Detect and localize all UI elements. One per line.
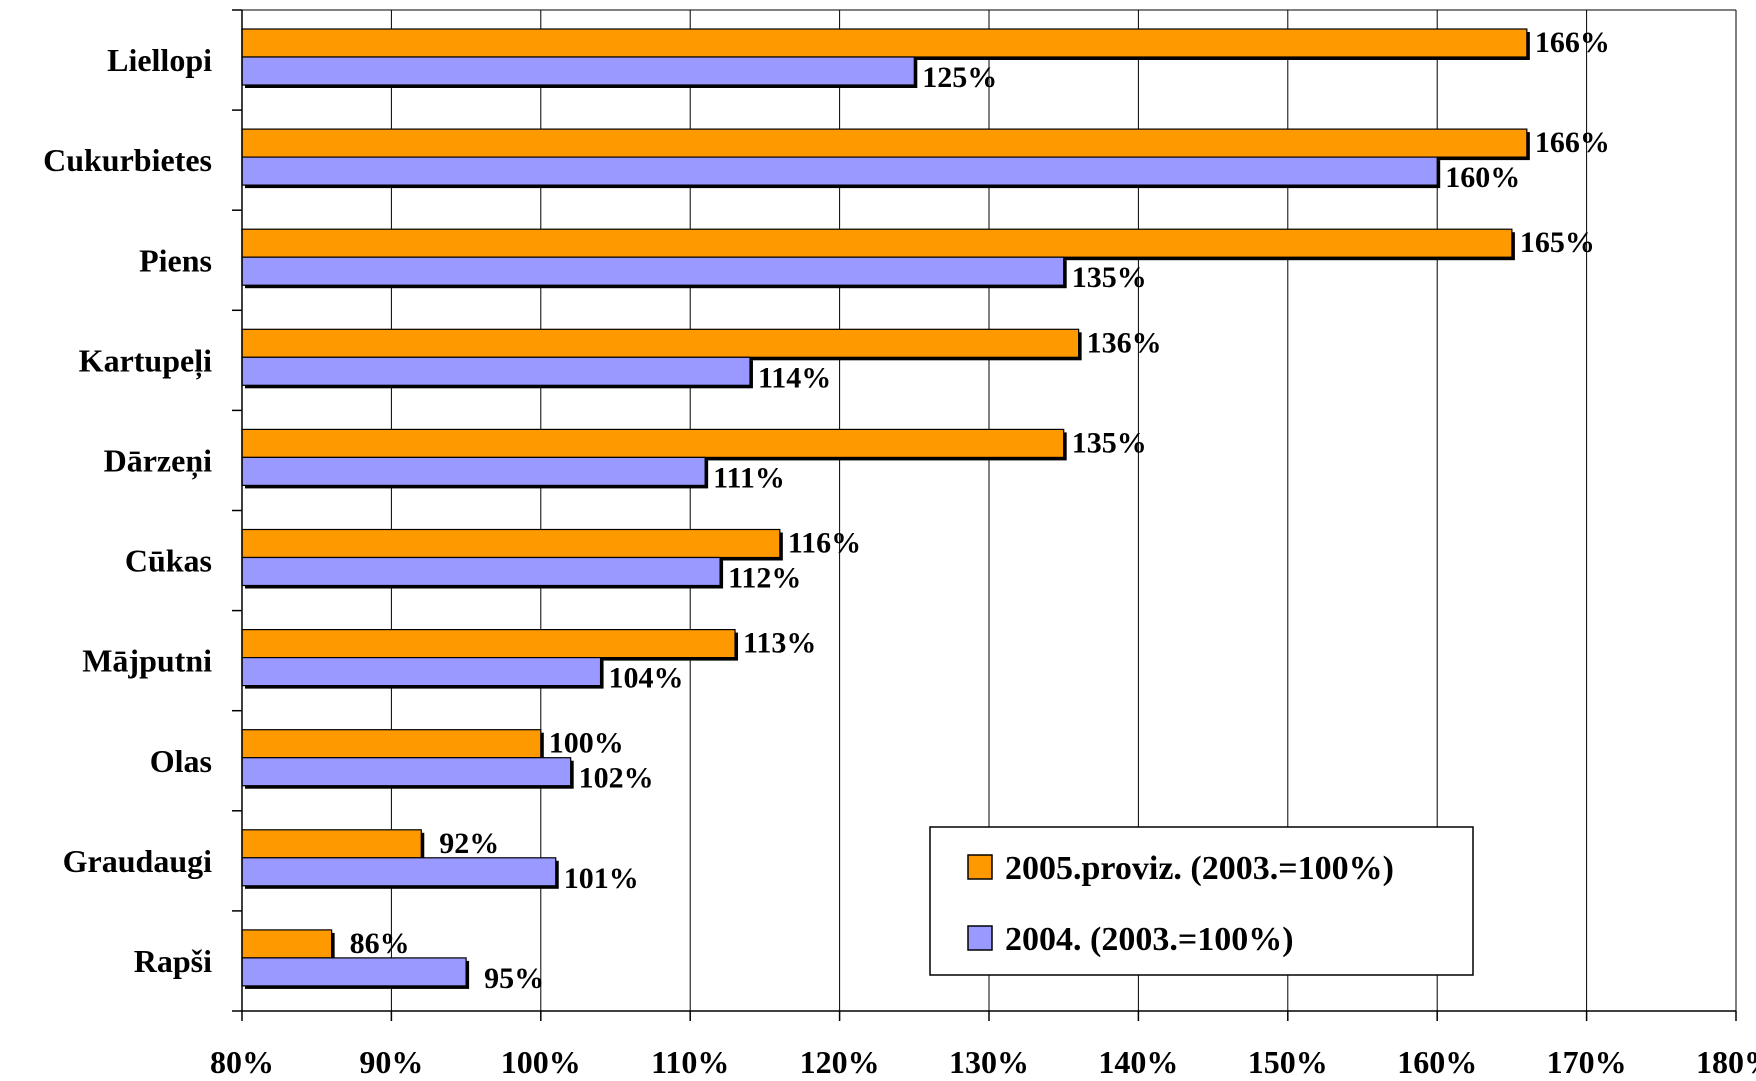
data-labels: 166% 166% 165% 136% 135% 116% 113% 100% 92% 86% 12…: [350, 26, 1610, 995]
data-label: 100%: [549, 727, 624, 760]
bar: [241, 729, 542, 759]
legend: 2005.proviz. (2003.=100%) 2004. (2003.=1…: [929, 826, 1474, 976]
x-tick-label: 130%: [949, 1044, 1029, 1080]
bar: [241, 656, 602, 687]
category-label: Kartupeļi: [79, 342, 212, 379]
data-label: 95%: [484, 962, 544, 995]
legend-box: [929, 826, 1474, 976]
x-tick-label: 150%: [1248, 1044, 1328, 1080]
x-tick-labels: 80% 90% 100% 110% 120% 130% 140% 150% 160% 170% 18…: [210, 1044, 1756, 1080]
bar: [241, 28, 1528, 58]
data-label: 102%: [579, 762, 654, 795]
bar: [241, 428, 1065, 458]
x-tick-label: 160%: [1397, 1044, 1477, 1080]
data-label: 112%: [728, 562, 801, 595]
bar: [241, 256, 1065, 286]
legend-swatch-2004: [967, 925, 993, 951]
x-tick-label: 140%: [1098, 1044, 1178, 1080]
data-label: 166%: [1535, 126, 1610, 159]
data-label: 111%: [713, 461, 785, 494]
data-label: 125%: [922, 61, 997, 94]
data-label: 114%: [758, 361, 831, 394]
x-tick-label: 100%: [501, 1044, 581, 1080]
category-label: Rapši: [134, 943, 212, 979]
data-label: 136%: [1087, 326, 1162, 359]
x-tick-label: 120%: [800, 1044, 880, 1080]
bar: [241, 929, 333, 959]
bar: [241, 456, 706, 486]
data-label: 166%: [1535, 26, 1610, 59]
category-label: Piens: [139, 242, 212, 278]
bar: [241, 757, 572, 787]
data-label: 101%: [564, 862, 639, 895]
bars: [241, 28, 1530, 989]
legend-label-2005: 2005.proviz. (2003.=100%): [1005, 850, 1394, 887]
x-tick-label: 180%: [1696, 1044, 1756, 1080]
data-label: 104%: [609, 662, 684, 695]
data-label: 165%: [1520, 226, 1595, 259]
axes: [232, 9, 1737, 1021]
data-label: 135%: [1072, 426, 1147, 459]
category-label: Mājputni: [82, 643, 212, 679]
data-label: 113%: [743, 627, 816, 660]
x-tick-label: 170%: [1547, 1044, 1627, 1080]
x-tick-label: 110%: [651, 1044, 729, 1080]
bar: [241, 356, 751, 386]
category-labels: Liellopi Cukurbietes Piens Kartupeļi Dārzeņi…: [43, 42, 212, 979]
bar: [241, 128, 1528, 158]
category-label: Olas: [150, 743, 212, 779]
bar: [241, 56, 915, 86]
category-label: Dārzeņi: [104, 442, 213, 479]
category-label: Liellopi: [107, 42, 212, 78]
category-label: Cukurbietes: [43, 142, 212, 178]
bar: [241, 228, 1513, 258]
bar: [241, 857, 557, 887]
data-label: 135%: [1072, 261, 1147, 294]
data-label: 86%: [350, 927, 410, 960]
bar: [241, 528, 781, 559]
bar: [241, 829, 422, 859]
bar: [241, 156, 1438, 186]
bar: [241, 957, 467, 987]
data-label: 92%: [439, 827, 499, 860]
bar: [241, 328, 1080, 358]
bar: [241, 556, 721, 587]
x-tick-label: 90%: [359, 1044, 423, 1080]
category-label: Cūkas: [125, 543, 212, 579]
bar: [241, 628, 736, 659]
category-label: Graudaugi: [63, 843, 212, 879]
data-label: 160%: [1445, 161, 1520, 194]
legend-swatch-2005: [967, 854, 993, 880]
data-label: 116%: [788, 527, 861, 560]
x-tick-label: 80%: [210, 1044, 274, 1080]
legend-label-2004: 2004. (2003.=100%): [1005, 921, 1294, 958]
